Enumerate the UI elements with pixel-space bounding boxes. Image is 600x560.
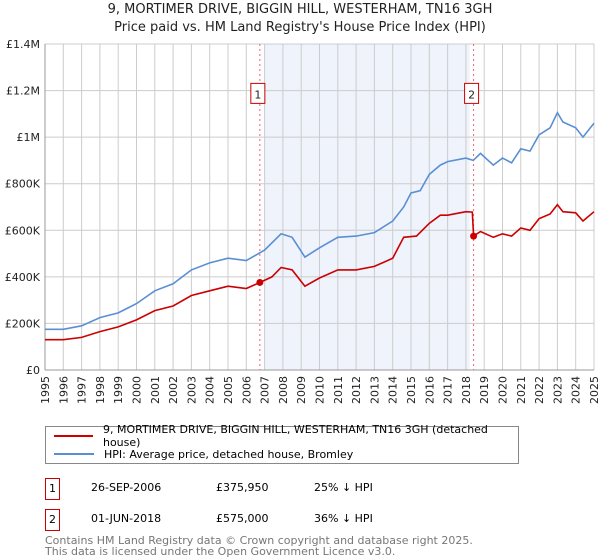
x-tick-label: 1995 [39,376,52,404]
legend-swatch-property [54,435,93,437]
x-tick-label: 1999 [112,376,125,404]
x-tick-label: 2020 [497,376,510,404]
chart-title: 9, MORTIMER DRIVE, BIGGIN HILL, WESTERHA… [107,2,493,17]
legend-label-hpi: HPI: Average price, detached house, Brom… [104,447,354,461]
x-tick-label: 2013 [368,376,381,404]
transaction-price: £575,000 [216,512,269,525]
x-tick-label: 2011 [332,376,345,404]
property-series-line [45,203,595,341]
legend-label-property: 9, MORTIMER DRIVE, BIGGIN HILL, WESTERHA… [102,423,488,449]
y-tick-label: £400K [5,271,41,284]
x-tick-label: 2006 [240,376,253,404]
shaded-period [264,44,470,370]
x-tick-label: 2018 [460,376,473,404]
y-tick-label: £0 [26,364,40,377]
y-tick-label: £1.2M [6,85,40,98]
price-chart: 1995 1996 1997 1998 1999 2000 2001 2002 2003 2004… [5,38,600,404]
x-tick-label: 2017 [442,376,455,404]
x-tick-label: 2021 [515,376,528,404]
x-tick-label: 2007 [259,376,272,404]
x-tick-label: 2009 [295,376,308,404]
x-tick-label: 2016 [423,376,436,404]
y-tick-label: £800K [5,178,41,191]
legend-item-property: 9, MORTIMER DRIVE, BIGGIN HILL, WESTERHA… [54,423,518,449]
hpi-series-line [45,111,595,331]
x-tick-label: 2025 [588,376,600,404]
transaction-delta: 36% ↓ HPI [314,512,373,525]
transaction-marker: 2 [45,509,60,531]
x-tick-label: 2024 [570,376,583,404]
x-tick-label: 2003 [185,376,198,404]
y-tick-label: £1M [17,131,41,144]
sale-point [470,232,478,240]
transaction-marker: 1 [45,478,60,500]
y-tick-label: £1.4M [6,38,40,51]
x-tick-label: 2000 [131,376,144,404]
x-tick-label: 2004 [204,376,217,404]
transaction-date: 01-JUN-2018 [91,512,162,525]
footer: Contains HM Land Registry data © Crown c… [45,535,473,557]
footer-licence: This data is licensed under the Open Gov… [45,545,396,558]
footer-copyright: Contains HM Land Registry data © Crown c… [45,534,473,547]
y-tick-label: £600K [5,224,41,237]
x-tick-label: 2014 [387,376,400,404]
x-tick-label: 2005 [222,376,235,404]
x-tick-label: 2015 [405,376,418,404]
sale-label: 2 [468,88,475,101]
legend-swatch-hpi [54,453,94,455]
x-tick-label: 1998 [94,376,107,404]
x-tick-label: 2019 [478,376,491,404]
x-tick-label: 2023 [551,376,564,404]
legend: 9, MORTIMER DRIVE, BIGGIN HILL, WESTERHA… [45,423,519,464]
transaction-date: 26-SEP-2006 [91,481,162,494]
x-tick-label: 2022 [533,376,546,404]
transaction-delta: 25% ↓ HPI [314,481,373,494]
y-tick-label: £200K [5,317,41,330]
sale-label-box [250,82,266,104]
sale-label-box [464,82,480,104]
legend-item-hpi: HPI: Average price, detached house, Brom… [54,445,353,463]
x-tick-label: 1997 [76,376,89,404]
x-tick-label: 2001 [149,376,162,404]
chart-subtitle: Price paid vs. HM Land Registry's House … [114,20,486,35]
sale-point [256,278,264,286]
x-tick-label: 2012 [350,376,363,404]
sale-label: 1 [254,88,261,101]
x-tick-label: 2008 [277,376,290,404]
x-tick-label: 1996 [57,376,70,404]
x-tick-label: 2002 [167,376,180,404]
x-tick-label: 2010 [314,376,327,404]
transaction-price: £375,950 [216,481,269,494]
